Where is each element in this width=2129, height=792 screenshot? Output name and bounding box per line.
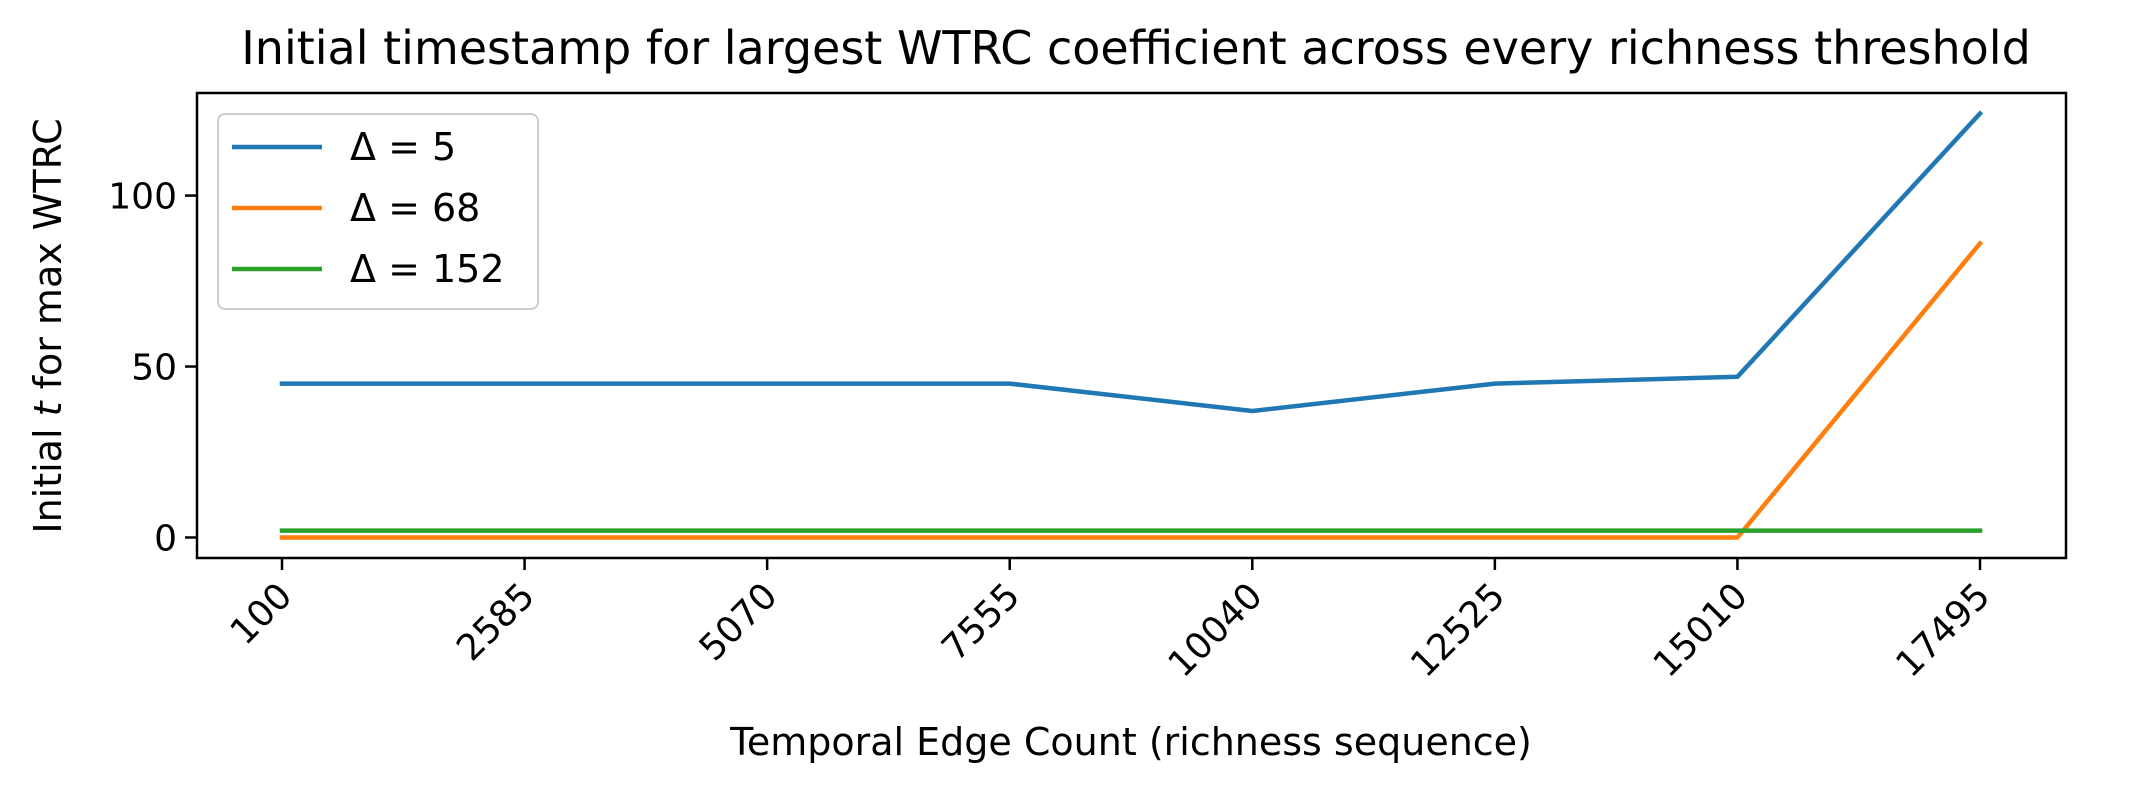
y-axis-ticks: 0 50 100 bbox=[108, 177, 197, 559]
legend: Δ = 5 Δ = 68 Δ = 152 bbox=[217, 113, 539, 310]
y-axis-label-variable: t bbox=[26, 399, 70, 416]
chart-title: Initial timestamp for largest WTRC coeff… bbox=[241, 21, 2031, 75]
legend-box bbox=[217, 113, 539, 310]
plot-frame bbox=[195, 91, 2068, 560]
series-layer bbox=[279, 110, 1984, 540]
y-axis-label-suffix: for max WTRC bbox=[26, 118, 70, 401]
x-tick-label: 12525 bbox=[1403, 575, 1513, 685]
x-tick-label: 7555 bbox=[934, 575, 1028, 669]
x-tick-label: 2585 bbox=[449, 575, 543, 669]
series-line-1 bbox=[279, 110, 1984, 414]
y-tick-label: 0 bbox=[154, 518, 177, 559]
x-tick-label: 15010 bbox=[1646, 575, 1756, 685]
x-tick-label: 10040 bbox=[1161, 575, 1271, 685]
legend-label-2: Δ = 68 bbox=[350, 186, 480, 230]
y-axis-label-prefix: Initial bbox=[26, 416, 70, 533]
legend-label-1: Δ = 5 bbox=[350, 125, 456, 169]
y-axis-label: Initial t for max WTRC bbox=[26, 118, 70, 533]
series-line-2 bbox=[279, 240, 1984, 540]
y-tick-label: 100 bbox=[108, 177, 177, 218]
x-tick-label: 100 bbox=[223, 575, 301, 653]
legend-label-3: Δ = 152 bbox=[350, 247, 505, 291]
x-tick-label: 5070 bbox=[692, 575, 786, 669]
y-tick-label: 50 bbox=[131, 348, 177, 389]
x-axis-label: Temporal Edge Count (richness sequence) bbox=[729, 720, 1532, 764]
x-axis-ticks: 100 2585 5070 7555 10040 12525 15010 17495 bbox=[223, 558, 1998, 685]
x-tick-label: 17495 bbox=[1888, 575, 1998, 685]
